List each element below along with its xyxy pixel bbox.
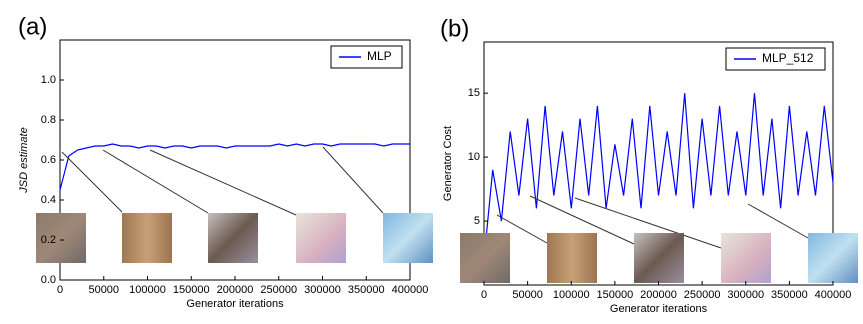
legend-label: MLP: [367, 49, 392, 63]
arrow: [747, 203, 809, 239]
thumbnail: [208, 213, 258, 263]
x-tick-label: 150000: [173, 284, 210, 296]
x-tick-label: 250000: [684, 289, 721, 301]
x-tick-label: 400000: [815, 289, 852, 301]
arrow: [322, 146, 384, 214]
y-tick-label: 0.8: [41, 114, 56, 126]
x-tick-label: 300000: [727, 289, 764, 301]
y-tick-label: 0.2: [41, 234, 56, 246]
data-line: [483, 93, 834, 260]
x-tick-label: 0: [57, 284, 63, 296]
y-axis-label: Generator Cost: [442, 126, 454, 201]
panel-label: (a): [18, 13, 47, 40]
x-tick-label: 350000: [771, 289, 808, 301]
thumbnail: [460, 233, 510, 283]
legend-label: MLP_512: [762, 51, 814, 65]
x-tick-label: 400000: [392, 284, 429, 296]
x-tick-label: 50000: [512, 289, 543, 301]
arrow: [574, 197, 722, 249]
y-tick-label: 15: [468, 87, 480, 99]
x-tick-label: 100000: [129, 284, 166, 296]
x-axis-label: Generator iterations: [186, 298, 284, 310]
thumbnail: [634, 233, 684, 283]
y-tick-label: 0.4: [41, 194, 56, 206]
y-tick-label: 1.0: [41, 74, 56, 86]
thumbnail: [721, 233, 771, 283]
thumbnail: [122, 213, 172, 263]
x-tick-label: 350000: [348, 284, 385, 296]
thumbnail: [383, 213, 433, 263]
thumbnail: [296, 213, 346, 263]
data-line: [59, 143, 410, 191]
legend-box: [725, 47, 826, 71]
x-tick-label: 200000: [217, 284, 254, 296]
x-tick-label: 150000: [597, 289, 634, 301]
y-tick-label: 5: [474, 215, 480, 227]
arrow: [149, 149, 297, 216]
thumbnail: [808, 233, 858, 283]
x-tick-label: 100000: [553, 289, 590, 301]
arrow: [61, 151, 123, 213]
y-axis-label: JSD estimate: [18, 127, 30, 193]
x-tick-label: 0: [481, 289, 487, 301]
arrow: [496, 214, 548, 244]
x-tick-label: 300000: [304, 284, 341, 296]
x-tick-label: 50000: [88, 284, 119, 296]
panel-label: (b): [440, 15, 469, 42]
legend-box: [330, 45, 403, 69]
thumbnail: [547, 233, 597, 283]
thumbnail: [36, 213, 86, 263]
x-tick-label: 200000: [640, 289, 677, 301]
arrow: [102, 149, 209, 214]
arrow: [529, 195, 635, 245]
y-tick-label: 10: [468, 151, 480, 163]
thumbnails: [36, 146, 858, 283]
x-axis-label: Generator iterations: [610, 303, 708, 315]
y-tick-label: 0.6: [41, 154, 56, 166]
y-tick-label: 0.0: [41, 274, 56, 286]
x-tick-label: 250000: [260, 284, 297, 296]
